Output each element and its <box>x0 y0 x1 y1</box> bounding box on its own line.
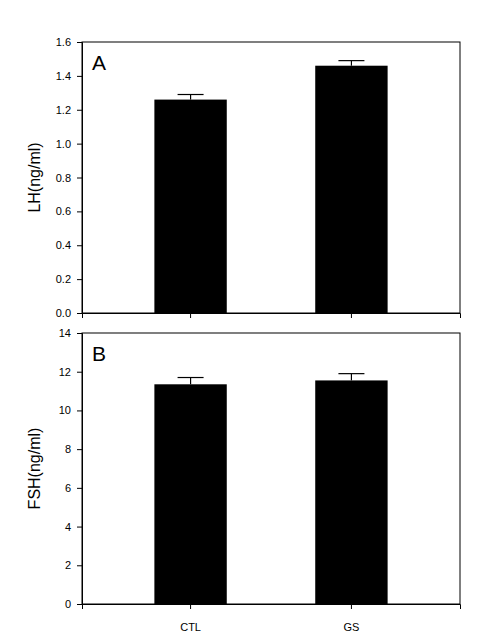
error-cap <box>178 377 204 378</box>
tick-mark <box>77 144 82 145</box>
bar <box>154 100 226 313</box>
tick: 0.4 <box>56 239 82 251</box>
tick-label: 0.2 <box>56 273 71 285</box>
tick-mark <box>77 527 82 528</box>
tick-label: 2 <box>65 559 71 571</box>
tick-mark <box>77 488 82 489</box>
error-stem <box>351 61 352 66</box>
tick-mark <box>77 410 82 411</box>
bar <box>315 66 387 313</box>
tick: 0 <box>65 598 82 610</box>
tick-mark <box>77 245 82 246</box>
tick-label: 1.6 <box>56 36 71 48</box>
tick: 10 <box>59 404 82 416</box>
tick-mark <box>77 449 82 450</box>
bar <box>315 380 387 604</box>
error-bar <box>178 95 204 100</box>
tick-mark <box>351 313 352 318</box>
tick: 0.2 <box>56 273 82 285</box>
tick-mark <box>77 42 82 43</box>
panel-label: B <box>92 342 106 365</box>
tick-mark <box>77 279 82 280</box>
tick: GS <box>343 604 359 633</box>
tick-label: 1.2 <box>56 104 71 116</box>
tick-mark <box>77 565 82 566</box>
tick-mark <box>77 211 82 212</box>
axis-line <box>77 334 83 605</box>
tick-mark <box>190 313 191 318</box>
panel-label: A <box>92 51 106 74</box>
y-axis: 0.0 0.2 0.4 0.6 0.8 1.0 1.2 1.4 1.6 <box>56 36 83 319</box>
error-stem <box>190 95 191 100</box>
tick-mark <box>77 333 82 334</box>
tick-mark <box>77 178 82 179</box>
tick-label: 4 <box>65 521 71 533</box>
tick: 0.8 <box>56 172 82 184</box>
x-axis: CTL GS <box>83 604 461 633</box>
error-bar <box>178 378 204 385</box>
y-axis: 0 2 4 6 8 10 12 14 <box>59 327 83 610</box>
tick-label: 12 <box>59 366 71 378</box>
tick: 4 <box>65 521 82 533</box>
tick-label: 10 <box>59 404 71 416</box>
frame <box>82 333 460 604</box>
tick-label: 0.6 <box>56 205 71 217</box>
tick: 8 <box>65 443 82 455</box>
tick: 1.0 <box>56 138 82 150</box>
error-stem <box>351 374 352 381</box>
frame <box>82 42 460 313</box>
plot-area <box>154 374 387 604</box>
tick: 2 <box>65 559 82 571</box>
tick <box>190 313 191 318</box>
bar <box>154 384 226 604</box>
tick-label: 0 <box>65 598 71 610</box>
axis-title: FSH(ng/ml) <box>26 428 43 510</box>
axis-line <box>83 314 461 319</box>
tick-label: 0.8 <box>56 172 71 184</box>
tick-label: 14 <box>59 327 71 339</box>
error-cap <box>178 94 204 95</box>
tick-mark <box>77 110 82 111</box>
tick-label: 0.4 <box>56 239 71 251</box>
axis-line <box>77 43 83 314</box>
axis-title: LH(ng/ml) <box>26 142 43 212</box>
plot-area <box>154 61 387 313</box>
error-stem <box>190 378 191 385</box>
tick: 1.2 <box>56 104 82 116</box>
tick-label: GS <box>343 621 359 633</box>
tick <box>351 313 352 318</box>
tick-label: 1.4 <box>56 70 71 82</box>
error-cap <box>338 373 364 374</box>
tick: 0.0 <box>56 307 82 319</box>
error-bar <box>338 374 364 381</box>
tick-label: CTL <box>180 621 201 633</box>
error-cap <box>338 60 364 61</box>
tick: 1.6 <box>56 36 82 48</box>
tick-label: 1.0 <box>56 138 71 150</box>
tick: 12 <box>59 366 82 378</box>
tick-mark <box>77 313 82 314</box>
tick: 14 <box>59 327 82 339</box>
panel: 0 2 4 6 8 10 12 14 CTL GS FSH(ng/ml) B <box>26 327 461 633</box>
error-bar <box>338 61 364 66</box>
tick-label: 0.0 <box>56 307 71 319</box>
axis-line <box>83 605 461 610</box>
tick-mark <box>77 604 82 605</box>
tick-mark <box>190 604 191 609</box>
tick-label: 8 <box>65 443 71 455</box>
tick: CTL <box>180 604 201 633</box>
tick: 0.6 <box>56 205 82 217</box>
tick: 6 <box>65 482 82 494</box>
x-axis <box>83 313 461 318</box>
tick: 1.4 <box>56 70 82 82</box>
tick-label: 6 <box>65 482 71 494</box>
panel: 0.0 0.2 0.4 0.6 0.8 1.0 1.2 1.4 1.6 LH(ng/ml) A <box>26 36 461 319</box>
tick-mark <box>77 372 82 373</box>
tick-mark <box>351 604 352 609</box>
tick-mark <box>77 76 82 77</box>
